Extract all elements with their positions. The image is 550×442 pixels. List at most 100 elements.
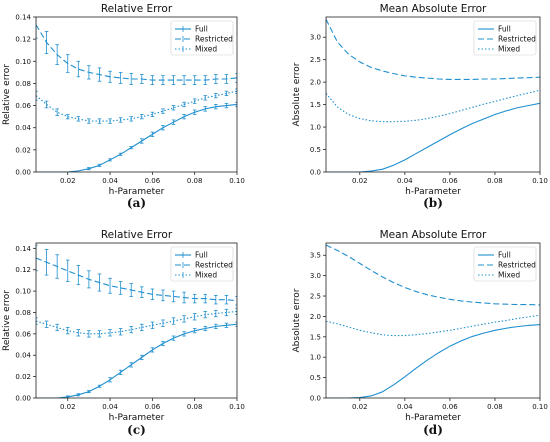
plot-frame (35, 242, 238, 399)
y-tick-label: 0.0 (310, 169, 321, 177)
x-tick-label: 0.02 (352, 403, 368, 411)
y-axis-label: Absolute error (292, 62, 302, 126)
series-line (36, 24, 237, 81)
x-tick-label: 0.08 (187, 177, 203, 185)
series-line (326, 89, 540, 123)
series-line (326, 324, 540, 398)
legend-label-full: Full (498, 25, 511, 34)
series-full (36, 321, 237, 398)
chart-panel-2: Mean Absolute Error 0.02 0.04 0.06 0.08 0.10 0… (292, 3, 548, 210)
series-line (36, 323, 237, 398)
series-full (36, 101, 237, 172)
y-tick-label: 2.5 (310, 56, 321, 64)
y-tick-label: 1.5 (310, 101, 321, 109)
plot-frame (325, 16, 541, 173)
chart-title: Relative Error (101, 3, 173, 15)
y-tick-label: 0.00 (15, 395, 31, 403)
x-tick-label: 0.04 (102, 177, 118, 185)
legend-label-mixed: Mixed (195, 45, 217, 54)
x-tick-label: 0.10 (532, 403, 548, 411)
y-tick-label: 0.04 (15, 352, 31, 360)
legend-label-restricted: Restricted (498, 35, 536, 44)
y-axis-label: Absolute error (292, 288, 302, 352)
legend-label-full: Full (195, 25, 208, 34)
chart-title: Relative Error (101, 229, 173, 241)
y-tick-label: 0.14 (15, 245, 31, 253)
chart-panel-4: Mean Absolute Error 0.02 0.04 0.06 0.08 0.10 0… (292, 229, 548, 437)
y-tick-label: 0.08 (15, 80, 31, 88)
y-tick-label: 0.00 (15, 169, 31, 177)
y-tick-label: 1.5 (310, 333, 321, 341)
series-line (326, 19, 540, 80)
legend-label-restricted: Restricted (195, 35, 233, 44)
y-tick-label: 0.12 (15, 266, 31, 274)
legend-label-mixed: Mixed (498, 271, 520, 280)
y-tick-label: 2.0 (310, 313, 321, 321)
y-tick-label: 0.5 (310, 374, 321, 382)
series-mixed (326, 314, 540, 337)
x-tick-label: 0.02 (352, 177, 368, 185)
x-tick-label: 0.08 (487, 403, 503, 411)
panel-label: (a) (127, 196, 146, 210)
legend-label-full: Full (498, 251, 511, 260)
plot-area (326, 244, 540, 398)
series-mixed (36, 307, 237, 338)
x-axis-label: h-Parameter (109, 413, 165, 423)
series-restricted (326, 244, 540, 306)
series-mixed (36, 88, 237, 124)
y-axis-label: Relative error (2, 64, 12, 125)
series-restricted (326, 19, 540, 80)
y-tick-label: 0.5 (310, 146, 321, 154)
x-tick-label: 0.04 (102, 403, 118, 411)
x-tick-label: 0.04 (397, 403, 413, 411)
chart-title: Mean Absolute Error (380, 229, 487, 241)
x-tick-label: 0.06 (145, 403, 161, 411)
y-tick-label: 0.04 (15, 124, 31, 132)
y-tick-label: 0.08 (15, 309, 31, 317)
y-tick-label: 3.0 (310, 34, 321, 42)
chart-title: Mean Absolute Error (380, 3, 487, 15)
x-axis-label: h-Parameter (405, 413, 461, 423)
chart-panel-1: Relative Error 0.02 0.04 0.06 0.08 0.10 0.00 0.… (2, 3, 245, 210)
series-mixed (326, 89, 540, 123)
y-tick-label: 0.0 (310, 395, 321, 403)
legend-label-full: Full (195, 251, 208, 260)
y-tick-label: 0.10 (15, 58, 31, 66)
y-tick-label: 0.12 (15, 36, 31, 44)
y-tick-label: 0.06 (15, 102, 31, 110)
x-axis-label: h-Parameter (405, 187, 461, 197)
y-tick-label: 3.5 (310, 252, 321, 260)
y-tick-label: 3.0 (310, 272, 321, 280)
chart-panel-3: Relative Error 0.02 0.04 0.06 0.08 0.10 0.00 0.… (2, 229, 245, 437)
series-line (326, 314, 540, 337)
series-line (36, 310, 237, 335)
panel-label: (d) (423, 423, 443, 437)
y-tick-label: 0.10 (15, 288, 31, 296)
y-tick-label: 0.14 (15, 14, 31, 22)
x-tick-label: 0.08 (487, 177, 503, 185)
series-restricted (36, 17, 237, 85)
plot-frame (35, 16, 238, 173)
series-line (326, 244, 540, 306)
x-tick-label: 0.10 (229, 177, 245, 185)
series-full (326, 102, 540, 172)
legend-label-restricted: Restricted (195, 261, 233, 270)
x-tick-label: 0.06 (442, 403, 458, 411)
x-tick-label: 0.02 (60, 177, 76, 185)
x-tick-label: 0.10 (229, 403, 245, 411)
x-tick-label: 0.02 (60, 403, 76, 411)
legend-label-mixed: Mixed (498, 45, 520, 54)
series-full (326, 324, 540, 398)
y-tick-label: 2.5 (310, 293, 321, 301)
panel-label: (b) (423, 196, 443, 210)
x-tick-label: 0.10 (532, 177, 548, 185)
panel-label: (c) (127, 423, 146, 437)
series-line (36, 257, 237, 302)
plot-area (36, 244, 237, 398)
y-tick-label: 0.02 (15, 146, 31, 154)
